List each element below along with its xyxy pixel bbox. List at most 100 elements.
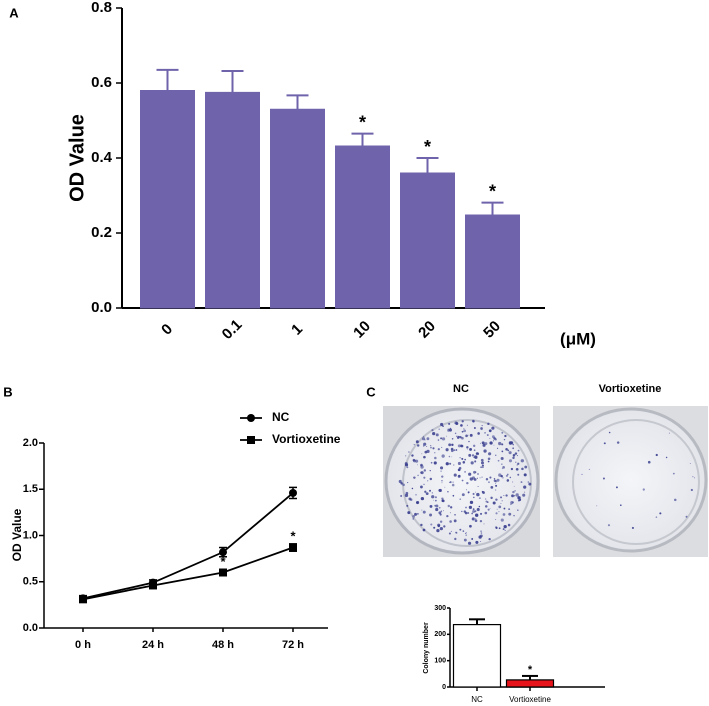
colony-dot xyxy=(432,499,434,501)
x-tick-label: 48 h xyxy=(212,639,234,651)
colony-dot xyxy=(477,432,480,435)
colony-dot xyxy=(433,461,437,465)
colony-dot xyxy=(673,498,677,502)
colony-dot xyxy=(489,508,491,510)
colony-dot xyxy=(433,526,436,529)
colony-dot xyxy=(472,444,476,448)
colony-dot xyxy=(498,527,501,530)
colony-dot xyxy=(431,492,433,494)
colony-dot xyxy=(517,509,519,511)
colony-dot xyxy=(441,475,444,478)
colony-dot xyxy=(469,448,473,451)
colony-dot xyxy=(475,518,477,520)
colony-dot xyxy=(508,451,512,455)
colony-dot xyxy=(520,481,523,484)
colony-dot xyxy=(424,439,426,441)
colony-dot xyxy=(493,440,495,442)
image-title: Vortioxetine xyxy=(599,383,662,395)
colony-dot xyxy=(463,428,465,430)
x-tick-label: 50 xyxy=(480,318,504,342)
colony-dot xyxy=(472,492,475,495)
colony-dot xyxy=(451,456,453,458)
colony-dot xyxy=(467,512,470,514)
colony-dot xyxy=(408,497,412,501)
colony-dot xyxy=(416,500,420,505)
colony-dot xyxy=(500,518,504,522)
colony-dot xyxy=(469,524,472,528)
colony-dot xyxy=(495,454,497,457)
colony-dot xyxy=(513,514,515,517)
colony-dot xyxy=(502,466,505,469)
colony-dot xyxy=(510,503,512,506)
colony-dot xyxy=(482,443,484,445)
colony-dot xyxy=(435,507,439,512)
colony-dot xyxy=(463,429,467,433)
colony-dot xyxy=(429,513,432,517)
bar xyxy=(270,108,325,309)
colony-dot xyxy=(527,481,530,483)
colony-dot xyxy=(500,496,503,499)
colony-dot xyxy=(466,446,469,449)
colony-dot xyxy=(508,512,512,516)
colony-dot xyxy=(510,467,514,471)
colony-dot xyxy=(472,510,476,513)
colony-dot xyxy=(429,469,431,472)
colony-dot xyxy=(508,441,513,445)
colony-dot xyxy=(457,444,461,448)
colony-dot xyxy=(471,512,474,515)
colony-dot xyxy=(474,471,477,473)
error-bar xyxy=(416,157,439,173)
colony-dot xyxy=(417,464,418,466)
colony-dot xyxy=(434,499,437,502)
colony-dot xyxy=(484,442,488,446)
colony-dot xyxy=(440,510,443,512)
colony-dot xyxy=(469,500,474,505)
colony-dot xyxy=(455,449,458,451)
colony-dot xyxy=(431,495,435,499)
colony-dot xyxy=(528,482,532,486)
bar xyxy=(505,679,555,688)
colony-dot xyxy=(498,511,500,513)
colony-dot xyxy=(467,434,469,436)
colony-dot xyxy=(485,478,489,481)
colony-dot xyxy=(416,444,420,447)
colony-dot xyxy=(457,468,461,472)
colony-dot xyxy=(517,462,520,465)
panel-label: B xyxy=(3,384,12,399)
colony-dot xyxy=(475,491,477,493)
colony-dot xyxy=(685,515,688,518)
colony-dot xyxy=(524,465,528,469)
colony-dot xyxy=(480,458,484,462)
colony-dot xyxy=(478,505,481,508)
colony-dot xyxy=(504,434,507,438)
colony-dot xyxy=(508,508,511,511)
colony-dot xyxy=(480,466,482,468)
colony-dot xyxy=(413,443,415,446)
colony-dot xyxy=(472,508,475,511)
y-tick-label: 0.0 xyxy=(23,622,38,634)
colony-dot xyxy=(513,495,516,497)
colony-dot xyxy=(479,520,483,523)
photo-nc xyxy=(383,406,540,557)
colony-dot xyxy=(631,526,634,530)
colony-dot xyxy=(459,436,462,439)
y-axis-label: Colony number xyxy=(423,622,430,674)
colony-dot xyxy=(504,529,506,531)
colony-dot xyxy=(426,446,428,448)
colony-dot xyxy=(488,537,491,541)
y-tick-label: 0.6 xyxy=(91,74,112,91)
colony-dot xyxy=(489,476,492,479)
colony-dot xyxy=(419,471,423,474)
colony-dot xyxy=(493,479,497,483)
colony-dot xyxy=(429,504,433,508)
colony-dot xyxy=(451,443,454,447)
colony-dot xyxy=(454,421,458,425)
colony-dot xyxy=(453,464,455,466)
colony-dot xyxy=(496,508,498,510)
colony-dot xyxy=(477,485,479,487)
colony-dot xyxy=(465,534,467,536)
error-bar xyxy=(156,68,179,91)
colony-dot xyxy=(602,477,605,480)
colony-dot xyxy=(517,473,520,476)
